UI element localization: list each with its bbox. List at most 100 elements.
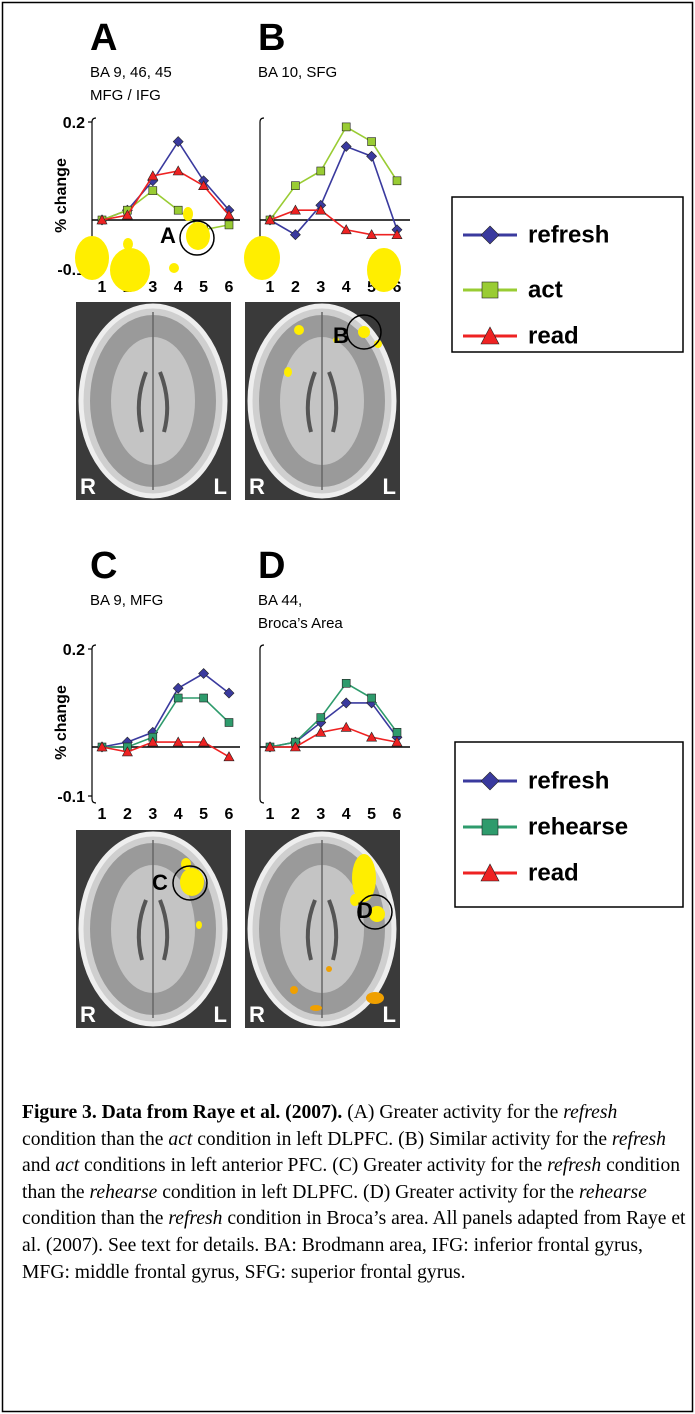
y-tick-label: -0.1 [57,789,85,806]
x-tick-label: 2 [291,806,300,823]
legend-label: refresh [528,221,609,248]
caption-text: condition in Broca’s area. All panels ad… [22,1208,686,1283]
panel-subtitle: BA 10, SFG [258,64,337,81]
series-line [102,697,230,748]
x-tick-label: 4 [342,806,351,823]
series-line [269,209,397,236]
marker [199,693,208,703]
roi-label: A [160,223,176,248]
activation [169,263,179,273]
caption-text: condition in left DLPFC. (B) Similar act… [192,1128,612,1150]
panel-letter: C [90,545,117,587]
x-tick-label: 1 [266,806,275,823]
hemisphere-label: R [80,474,96,499]
brain-image: A R L [75,207,231,500]
activation [333,337,339,343]
caption-text: conditions in left anterior PFC. (C) Gre… [79,1155,548,1177]
roi-circle [172,865,208,901]
marker [172,165,184,176]
marker [340,697,352,709]
marker [316,713,326,722]
marker [147,736,159,747]
panel-subtitle: BA 44, [258,592,302,609]
marker [173,205,183,215]
marker [391,229,403,239]
activation [326,966,332,972]
activation [180,868,204,896]
roi-circle [346,314,382,350]
x-tick-label: 3 [316,279,325,296]
brain-image: B R L [244,236,401,500]
x-tick-label: 1 [98,279,107,296]
axis-cap [259,644,265,650]
marker [480,771,500,791]
marker [264,741,276,752]
activation [374,340,382,348]
caption-text: act [168,1128,193,1150]
hemisphere-label: L [383,474,396,499]
marker [289,229,301,241]
activation [310,1005,322,1011]
marker [392,727,402,737]
caption-text: refresh [547,1155,602,1177]
marker [366,731,378,742]
x-tick-label: 2 [291,279,300,296]
marker [366,229,378,239]
roi-label: D [357,898,373,923]
activation [290,986,298,994]
legend-label: read [528,859,579,886]
activation [284,367,292,377]
x-tick-label: 5 [199,279,208,296]
roi-circle [179,220,215,256]
panel-letter: D [258,545,285,587]
activation [350,894,360,906]
caption-text: condition than the [22,1208,169,1230]
marker [172,136,184,148]
activation [367,248,401,292]
ventricles [136,899,170,961]
hemisphere-label: R [80,1002,96,1027]
marker [480,863,500,882]
x-tick-label: 5 [367,806,376,823]
marker [367,137,376,146]
caption-text: refresh [563,1102,618,1123]
series-line [101,741,230,758]
activation [183,207,193,221]
marker [366,150,378,162]
marker [480,326,500,345]
x-tick-label: 3 [148,279,157,296]
legend-label: read [528,322,579,349]
marker [223,209,235,220]
y-tick-label: 0.2 [63,115,85,132]
brain-image: D R L [245,830,400,1028]
marker [289,204,301,215]
x-tick-label: 3 [148,806,157,823]
caption-text: condition than the [22,1155,681,1203]
panel-letter: A [90,17,117,59]
panel-subtitle: Broca’s Area [258,615,343,632]
caption-text: condition in left DLPFC. (D) Greater act… [157,1181,580,1203]
series-line [269,125,398,221]
activation [352,854,376,902]
marker [121,746,133,757]
marker [480,225,500,245]
marker [341,122,351,132]
x-tick-label: 6 [225,279,234,296]
marker [340,141,352,152]
marker [198,668,210,679]
axis-cap [91,644,97,650]
ventricles [305,899,339,961]
hemisphere-label: R [249,474,265,499]
legend-label: act [528,276,563,303]
marker [391,736,403,747]
activation [358,326,370,338]
marker [96,214,108,225]
marker [96,741,108,752]
marker [147,170,159,181]
marker [198,736,210,747]
caption-text: rehearse [89,1181,158,1203]
axis-cap [91,798,97,804]
brain-image: C R L [76,830,231,1028]
series-line [101,170,230,221]
